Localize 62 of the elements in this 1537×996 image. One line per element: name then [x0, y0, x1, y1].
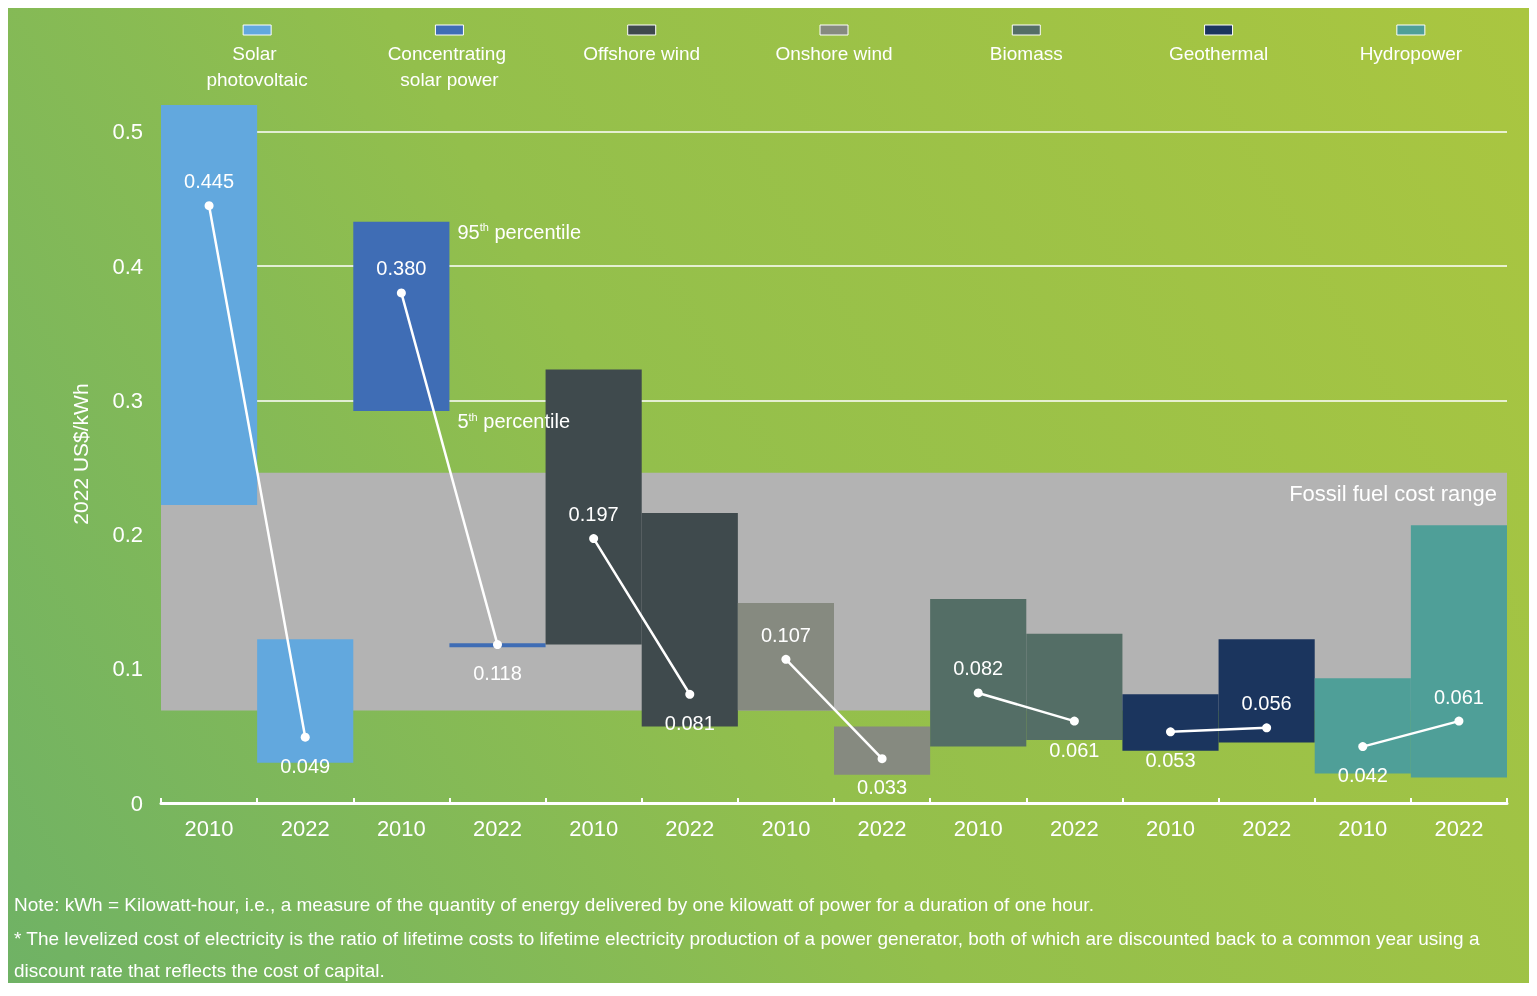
data-label: 0.380	[376, 257, 427, 280]
x-tick-label: 2022	[473, 815, 522, 841]
bar	[449, 643, 546, 648]
point	[1358, 742, 1368, 752]
x-tick-label: 2010	[569, 815, 619, 841]
x-tick-label: 2022	[1242, 815, 1292, 841]
legend-label: Hydropower	[1359, 42, 1463, 64]
band-label: Fossil fuel cost range	[1289, 481, 1497, 507]
legend-label: Onshore wind	[775, 42, 893, 64]
data-label: 0.056	[1241, 692, 1292, 715]
data-label: 0.107	[760, 623, 811, 646]
x-tick-label: 2010	[761, 815, 811, 841]
point	[1262, 723, 1272, 733]
point	[1454, 716, 1464, 726]
x-tick-label: 2022	[665, 815, 715, 841]
x-tick-label: 2010	[184, 815, 234, 841]
point	[396, 288, 406, 298]
data-label: 0.197	[568, 503, 619, 526]
data-label: 0.118	[473, 662, 522, 685]
y-tick-label: 0.5	[112, 119, 143, 145]
point	[685, 689, 695, 699]
x-tick-label: 2022	[1434, 815, 1484, 841]
y-tick-label: 0.3	[112, 387, 143, 413]
data-label: 0.445	[184, 170, 235, 193]
data-label: 0.061	[1049, 738, 1100, 761]
x-tick-label: 2022	[1049, 815, 1099, 841]
data-label: 0.082	[953, 657, 1004, 680]
data-label: 0.033	[857, 776, 908, 799]
legend-label: Concentrating solar power	[387, 42, 512, 90]
x-tick-label: 2010	[953, 815, 1003, 841]
bar	[161, 105, 258, 506]
point	[589, 534, 599, 544]
x-tick-label: 2022	[280, 815, 330, 841]
bar	[353, 221, 450, 412]
legend-label: Solar photovoltaic	[206, 42, 308, 90]
bar	[834, 726, 931, 775]
bar	[737, 603, 834, 711]
point	[493, 640, 502, 650]
x-tick-label: 2010	[376, 815, 426, 841]
data-label: 0.061	[1433, 685, 1484, 708]
y-tick-label: 0.2	[112, 522, 143, 548]
point	[877, 754, 887, 764]
legend-label: Biomass	[989, 42, 1063, 64]
legend-label: Geothermal	[1168, 42, 1269, 64]
x-tick-label: 2010	[1338, 815, 1388, 841]
legend-label: Offshore wind	[583, 42, 701, 64]
y-tick-label: 0.4	[112, 253, 143, 279]
y-tick-label: 0	[130, 790, 143, 816]
text: Note: kWh = Kilowatt-hour, i.e., a measure of the quantity of energy delivered by one kilowatt of power for a duration of one hour.	[14, 893, 1094, 915]
point	[973, 688, 983, 698]
x-tick-label: 2010	[1146, 815, 1195, 841]
point	[204, 201, 214, 211]
point	[1166, 727, 1175, 737]
point	[781, 654, 791, 664]
text: * The levelized cost of electricity is the ratio of lifetime costs to lifetime electricity production of a power generator, both of which are discounted back to a common year using a discount rate that reflects the cost of capital.	[14, 927, 1485, 981]
x-tick-label: 2022	[857, 815, 907, 841]
data-label: 0.042	[1337, 764, 1388, 787]
y-tick-label: 0.1	[112, 656, 143, 682]
y-axis-title: 2022 US$/kWh	[69, 383, 92, 525]
point	[300, 732, 310, 742]
data-label: 0.053	[1145, 749, 1196, 772]
point	[1069, 716, 1079, 726]
